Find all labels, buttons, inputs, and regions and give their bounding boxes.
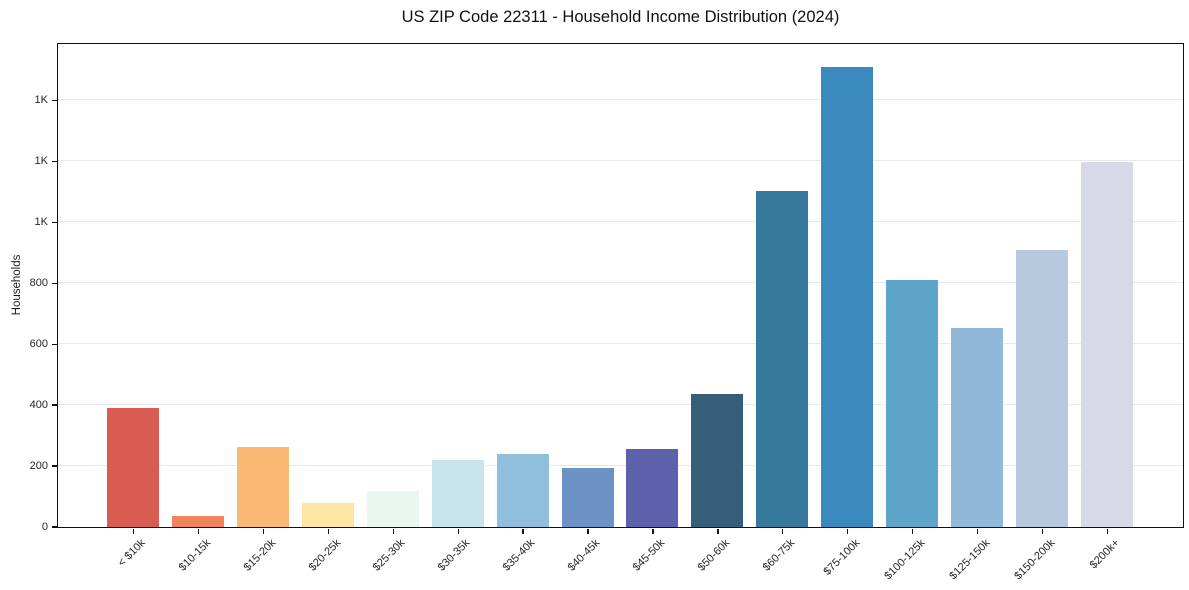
y-tick-mark — [52, 221, 57, 223]
x-tick-mark — [1106, 528, 1109, 534]
x-tick-mark — [717, 528, 719, 534]
gridline — [57, 282, 1183, 284]
y-tick-label: 1K — [34, 155, 48, 168]
x-tick-label: $60-75k — [760, 537, 798, 574]
x-tick-label: $40-45k — [565, 537, 603, 574]
x-tick-mark — [457, 528, 459, 534]
y-tick-mark — [52, 526, 57, 528]
x-tick-label: < $10k — [115, 537, 148, 570]
x-tick-label: $125-150k — [946, 537, 993, 583]
x-tick-mark — [976, 528, 979, 534]
x-tick-label: $150-200k — [1011, 537, 1058, 583]
y-tick-label: 800 — [29, 277, 48, 290]
bar — [171, 516, 224, 527]
y-tick-mark — [52, 404, 57, 406]
x-tick-mark — [912, 528, 914, 534]
x-tick-label: $15-20k — [241, 537, 278, 574]
y-tick-mark — [52, 465, 57, 467]
x-tick-label: $45-50k — [630, 537, 668, 574]
x-tick-mark — [652, 528, 654, 534]
x-tick-mark — [847, 528, 849, 534]
x-tick-mark — [392, 528, 394, 534]
x-tick-mark — [262, 528, 264, 534]
bar — [561, 468, 614, 527]
x-tick-label: $10-15k — [176, 537, 213, 574]
x-tick-mark — [1041, 528, 1044, 534]
bar — [431, 459, 484, 527]
x-tick-label: $200k+ — [1087, 537, 1122, 572]
bar — [626, 449, 679, 527]
bar — [1081, 162, 1133, 527]
bar — [691, 394, 744, 527]
y-tick-label: 1K — [34, 216, 48, 229]
x-tick-label: $35-40k — [500, 537, 538, 574]
x-tick-mark — [132, 528, 135, 534]
gridline — [57, 160, 1183, 162]
bar — [756, 191, 809, 527]
bar — [107, 407, 159, 527]
x-tick-label: $20-25k — [306, 537, 343, 574]
y-tick-label: 0 — [41, 521, 48, 533]
bar — [951, 327, 1004, 527]
x-tick-mark — [522, 528, 524, 534]
x-tick-label: $100-125k — [881, 537, 928, 583]
x-tick-mark — [587, 528, 589, 534]
y-tick-mark — [52, 99, 57, 102]
bar — [821, 67, 874, 527]
chart-title: US ZIP Code 22311 - Household Income Dis… — [401, 8, 840, 26]
bar — [886, 279, 939, 527]
y-tick-mark — [52, 160, 57, 162]
y-tick-mark — [52, 282, 57, 284]
bar — [1016, 249, 1069, 527]
x-tick-label: $50-60k — [695, 537, 733, 574]
plot-area — [56, 42, 1184, 528]
x-tick-mark — [327, 528, 329, 534]
x-tick-label: $25-30k — [371, 537, 408, 574]
gridline — [57, 465, 1183, 467]
y-tick-label: 400 — [29, 399, 48, 412]
gridline — [57, 99, 1183, 101]
gridline — [57, 221, 1183, 223]
y-tick-label: 600 — [29, 338, 48, 351]
x-tick-label: $30-35k — [436, 537, 473, 574]
bar — [496, 454, 549, 527]
gridline — [57, 343, 1183, 345]
y-tick-label: 200 — [29, 460, 48, 473]
y-tick-label: 1K — [34, 94, 48, 107]
x-tick-label: $75-100k — [821, 537, 863, 578]
bar — [301, 503, 354, 527]
x-tick-mark — [197, 528, 200, 534]
bar — [236, 446, 289, 527]
bar — [366, 490, 419, 527]
gridline — [57, 404, 1183, 406]
y-tick-mark — [52, 343, 57, 345]
x-tick-mark — [782, 528, 784, 534]
